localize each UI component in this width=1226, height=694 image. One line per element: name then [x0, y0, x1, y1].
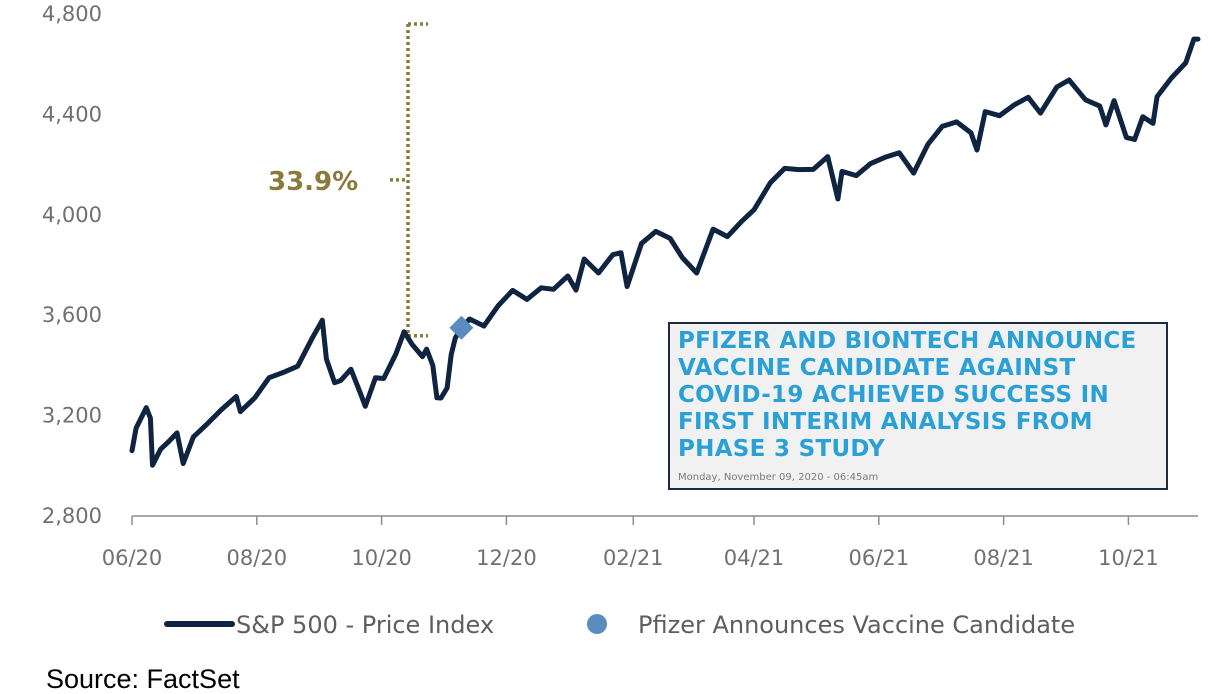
y-tick-label: 4,400 — [42, 102, 102, 126]
legend-label-sp500: S&P 500 - Price Index — [236, 611, 494, 639]
x-tick-label: 10/21 — [1098, 546, 1159, 570]
x-tick-label: 06/21 — [849, 546, 910, 570]
legend-label-pfizer: Pfizer Announces Vaccine Candidate — [638, 611, 1075, 639]
y-axis-ticks: 2,800 3,200 3,600 4,000 4,400 4,800 — [42, 2, 102, 528]
source-note: Source: FactSet — [46, 664, 240, 694]
x-tick-label: 02/21 — [603, 546, 664, 570]
legend-marker-swatch — [587, 614, 607, 634]
y-tick-label: 4,800 — [42, 2, 102, 26]
x-tick-label: 10/20 — [351, 546, 412, 570]
news-callout-box: PFIZER AND BIONTECH ANNOUNCE VACCINE CAN… — [668, 322, 1168, 490]
y-tick-label: 2,800 — [42, 504, 102, 528]
x-axis: 06/20 08/20 10/20 12/20 02/21 04/21 06/21 08/21… — [102, 515, 1198, 570]
annotation-label: 33.9% — [268, 167, 358, 197]
event-markers — [449, 315, 474, 340]
callout-headline-line: PFIZER AND BIONTECH ANNOUNCE — [678, 328, 1137, 354]
x-tick-label: 08/20 — [227, 546, 288, 570]
x-tick-label: 08/21 — [973, 546, 1034, 570]
callout-date: Monday, November 09, 2020 - 06:45am — [678, 472, 879, 483]
y-tick-label: 3,600 — [42, 303, 102, 327]
series-lines — [129, 36, 1201, 468]
y-tick-label: 4,000 — [42, 203, 102, 227]
callout-headline-line: PHASE 3 STUDY — [678, 436, 886, 462]
x-tick-label: 12/20 — [476, 546, 537, 570]
percent-gain-annotation: 33.9% — [268, 22, 428, 338]
legend: S&P 500 - Price Index Pfizer Announces Va… — [164, 611, 1075, 639]
sp500-series-line — [129, 36, 1201, 468]
pfizer-announcement-marker — [449, 315, 474, 340]
callout-headline-line: FIRST INTERIM ANALYSIS FROM — [678, 409, 1093, 435]
callout-headline: PFIZER AND BIONTECH ANNOUNCE VACCINE CAN… — [678, 328, 1158, 463]
callout-headline-line: COVID-19 ACHIEVED SUCCESS IN — [678, 382, 1110, 408]
x-tick-label: 06/20 — [102, 546, 163, 570]
x-tick-label: 04/21 — [724, 546, 785, 570]
callout-headline-line: VACCINE CANDIDATE AGAINST — [678, 355, 1076, 381]
y-tick-label: 3,200 — [42, 404, 102, 428]
